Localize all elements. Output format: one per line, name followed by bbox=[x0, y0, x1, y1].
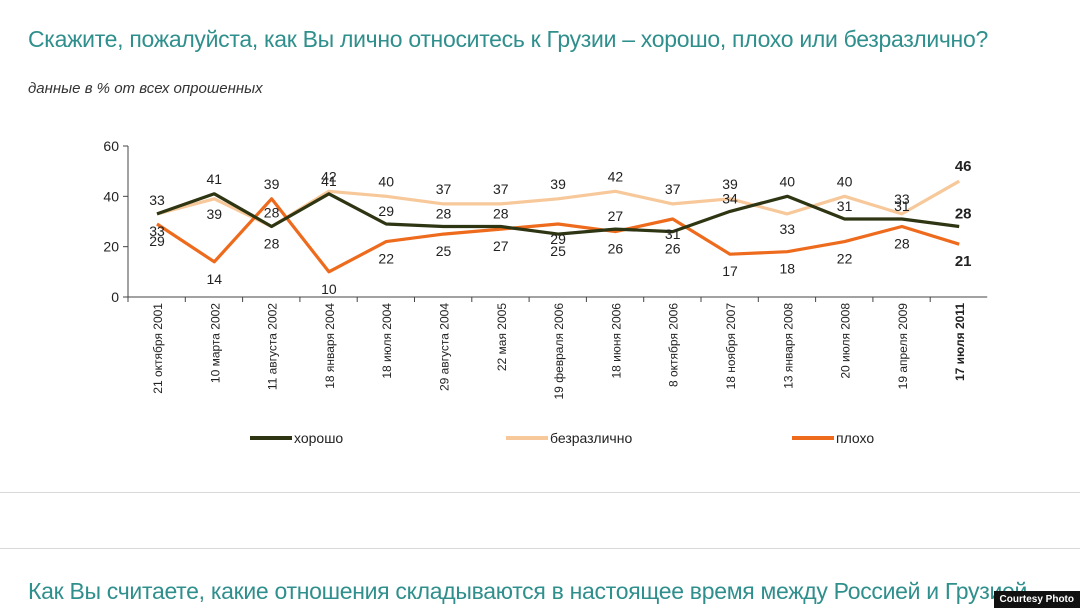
legend-swatch-indifferent bbox=[506, 436, 548, 440]
y-tick-label: 20 bbox=[103, 239, 119, 255]
data-label: 28 bbox=[894, 236, 910, 252]
x-tick-label: 11 августа 2002 bbox=[266, 303, 280, 390]
x-tick-label: 18 июня 2006 bbox=[609, 303, 623, 379]
series-line-0 bbox=[156, 192, 960, 236]
legend-label-bad: плохо bbox=[836, 430, 875, 446]
data-label: 40 bbox=[780, 173, 796, 189]
data-label: 25 bbox=[436, 243, 452, 259]
chart-subtitle: данные в % от всех опрошенных bbox=[28, 80, 263, 97]
y-tick-label: 40 bbox=[103, 188, 119, 204]
legend-swatch-good bbox=[250, 436, 292, 440]
data-label: 28 bbox=[436, 206, 452, 222]
data-label: 37 bbox=[665, 181, 681, 197]
x-tick-label: 8 октября 2006 bbox=[667, 303, 681, 387]
data-label: 22 bbox=[837, 251, 853, 267]
divider-bottom bbox=[0, 548, 1080, 549]
data-label: 28 bbox=[493, 206, 509, 222]
data-label: 10 bbox=[321, 281, 337, 297]
x-tick-label: 21 октября 2001 bbox=[151, 303, 165, 394]
x-tick-label: 10 марта 2002 bbox=[208, 303, 222, 383]
data-label: 28 bbox=[955, 206, 972, 223]
data-label: 41 bbox=[321, 173, 337, 189]
y-tick-label: 60 bbox=[103, 138, 119, 154]
x-tick-label: 18 января 2004 bbox=[323, 303, 337, 389]
data-label: 18 bbox=[780, 261, 796, 277]
photo-credit: Courtesy Photo bbox=[993, 591, 1080, 608]
data-label: 17 bbox=[722, 263, 738, 279]
data-label: 29 bbox=[149, 233, 165, 249]
data-label: 46 bbox=[955, 158, 972, 175]
x-tick-label: 22 мая 2005 bbox=[495, 303, 509, 371]
data-label: 34 bbox=[722, 190, 738, 206]
x-tick-label: 19 апреля 2009 bbox=[896, 303, 910, 390]
legend-label-good: хорошо bbox=[294, 430, 344, 446]
chart-title: Скажите, пожалуйста, как Вы лично относи… bbox=[28, 26, 988, 52]
data-label: 37 bbox=[436, 181, 452, 197]
x-tick-label: 20 июля 2008 bbox=[839, 303, 853, 379]
data-label: 33 bbox=[894, 191, 910, 207]
y-tick-label: 0 bbox=[111, 289, 119, 305]
data-label: 33 bbox=[149, 223, 165, 239]
data-label: 42 bbox=[321, 168, 337, 184]
legend-item-indifferent: безразлично bbox=[506, 428, 632, 448]
legend-item-bad: плохо bbox=[792, 428, 874, 448]
x-tick-label: 19 февраля 2006 bbox=[552, 303, 566, 400]
data-label: 41 bbox=[207, 171, 223, 187]
data-label: 31 bbox=[665, 226, 681, 242]
divider-top bbox=[0, 492, 1080, 493]
x-tick-label: 18 июля 2004 bbox=[380, 303, 394, 379]
data-label: 14 bbox=[207, 271, 223, 287]
data-label: 29 bbox=[550, 231, 566, 247]
data-label: 40 bbox=[378, 173, 394, 189]
data-label: 28 bbox=[264, 205, 280, 221]
data-label: 39 bbox=[550, 176, 566, 192]
legend-label-indifferent: безразлично bbox=[550, 430, 633, 446]
next-chart-title: Как Вы считаете, какие отношения складыв… bbox=[28, 578, 1028, 604]
data-label: 26 bbox=[608, 241, 624, 257]
line-chart: 0 20 40 60 21 октября 2001 10 марта 2002 11 ав… bbox=[103, 138, 988, 400]
data-label: 42 bbox=[608, 168, 624, 184]
data-label: 39 bbox=[722, 176, 738, 192]
data-label: 31 bbox=[894, 198, 910, 214]
data-label: 28 bbox=[264, 236, 280, 252]
x-tick-label: 17 июля 2011 bbox=[953, 303, 967, 381]
x-tick-label: 18 ноября 2007 bbox=[724, 303, 738, 390]
data-label: 39 bbox=[264, 176, 280, 192]
data-label: 37 bbox=[493, 181, 509, 197]
legend-swatch-bad bbox=[792, 436, 834, 440]
x-tick-label: 29 августа 2004 bbox=[438, 303, 452, 391]
data-label: 31 bbox=[837, 198, 853, 214]
data-label: 33 bbox=[149, 192, 165, 208]
legend-item-good: хорошо bbox=[250, 428, 343, 448]
data-label: 27 bbox=[493, 238, 509, 254]
data-label: 29 bbox=[378, 203, 394, 219]
data-label: 26 bbox=[665, 241, 681, 257]
series-line-2 bbox=[156, 197, 960, 274]
x-tick-label: 13 января 2008 bbox=[781, 303, 795, 389]
data-label: 21 bbox=[955, 253, 972, 270]
data-label: 25 bbox=[550, 243, 566, 259]
data-label: 22 bbox=[378, 251, 394, 267]
data-label: 33 bbox=[780, 221, 796, 237]
data-label: 40 bbox=[837, 173, 853, 189]
data-label: 39 bbox=[207, 206, 223, 222]
data-label: 27 bbox=[608, 208, 624, 224]
